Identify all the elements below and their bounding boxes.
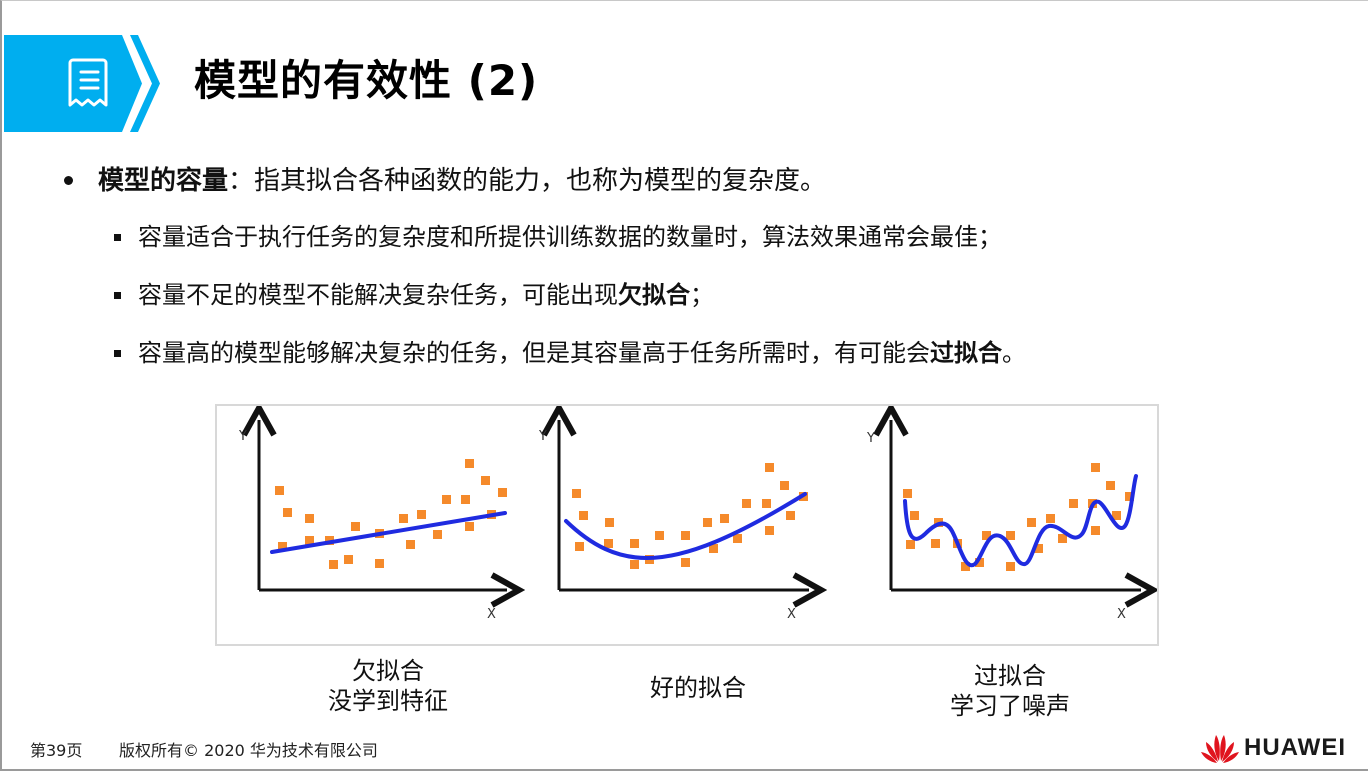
copyright-text: 版权所有© 2020 华为技术有限公司 <box>119 741 378 760</box>
data-points <box>275 459 507 569</box>
main-bullet: 模型的容量：指其拟合各种函数的能力，也称为模型的复杂度。 <box>60 159 1348 203</box>
fit-line <box>270 511 507 554</box>
caption-title: 好的拟合 <box>650 674 746 702</box>
fitting-figure: Y X Y X <box>215 404 1159 646</box>
sub-bullet-bold: 欠拟合 <box>618 281 690 309</box>
caption-good-fit: 好的拟合 <box>598 673 798 703</box>
logo-text: HUAWEI <box>1244 734 1346 761</box>
caption-underfit: 欠拟合 没学到特征 <box>288 656 488 716</box>
bullet-square-icon <box>114 350 121 357</box>
fit-curve <box>903 474 1138 568</box>
sub-bullet-text: 容量高的模型能够解决复杂的任务，但是其容量高于任务所需时，有可能会 <box>138 339 930 367</box>
bullet-square-icon <box>114 234 121 241</box>
plot-overfit: Y X <box>866 406 1157 622</box>
x-axis-label: X <box>787 607 796 622</box>
page-title: 模型的有效性 (2) <box>194 56 539 105</box>
caption-subtitle: 没学到特征 <box>328 687 448 715</box>
caption-overfit: 过拟合 学习了噪声 <box>910 661 1110 721</box>
plot-good-fit: Y X <box>538 406 837 622</box>
content-body: 模型的容量：指其拟合各种函数的能力，也称为模型的复杂度。 容量适合于执行任务的复… <box>60 159 1348 373</box>
sub-bullet-text: 容量不足的模型不能解决复杂任务，可能出现 <box>138 281 618 309</box>
caption-subtitle: 学习了噪声 <box>950 692 1070 720</box>
caption-title: 欠拟合 <box>352 657 424 685</box>
huawei-petals-icon <box>1201 735 1239 763</box>
bullet-square-icon <box>114 292 121 299</box>
y-axis-label: Y <box>866 431 875 446</box>
sub-bullet-text: 容量适合于执行任务的复杂度和所提供训练数据的数量时，算法效果通常会最佳； <box>138 223 1002 251</box>
y-axis-label: Y <box>538 429 547 444</box>
fit-curve <box>564 492 807 561</box>
caption-title: 过拟合 <box>974 662 1046 690</box>
bullet-separator: ： <box>228 166 255 196</box>
title-banner <box>4 35 160 132</box>
huawei-logo: HUAWEI <box>1200 731 1360 765</box>
page-number: 第39页 <box>30 741 83 760</box>
data-points <box>903 463 1134 571</box>
document-list-icon <box>68 58 108 107</box>
bullet-dot-icon <box>64 176 73 185</box>
data-points <box>572 463 808 569</box>
plot-underfit: Y X <box>238 406 527 622</box>
sub-bullet-2: 容量不足的模型不能解决复杂任务，可能出现欠拟合； <box>60 275 1348 315</box>
x-axis-label: X <box>1117 607 1126 622</box>
sub-bullet-1: 容量适合于执行任务的复杂度和所提供训练数据的数量时，算法效果通常会最佳； <box>60 217 1348 257</box>
sub-bullet-bold: 过拟合 <box>930 339 1002 367</box>
sub-bullet-suffix: ； <box>690 281 714 309</box>
x-axis-label: X <box>487 607 496 622</box>
y-axis-label: Y <box>238 429 247 444</box>
bullet-term: 模型的容量 <box>98 166 229 196</box>
bullet-text: 指其拟合各种函数的能力，也称为模型的复杂度。 <box>254 166 827 196</box>
sub-bullet-3: 容量高的模型能够解决复杂的任务，但是其容量高于任务所需时，有可能会过拟合。 <box>60 333 1348 373</box>
sub-bullet-suffix: 。 <box>1002 339 1026 367</box>
